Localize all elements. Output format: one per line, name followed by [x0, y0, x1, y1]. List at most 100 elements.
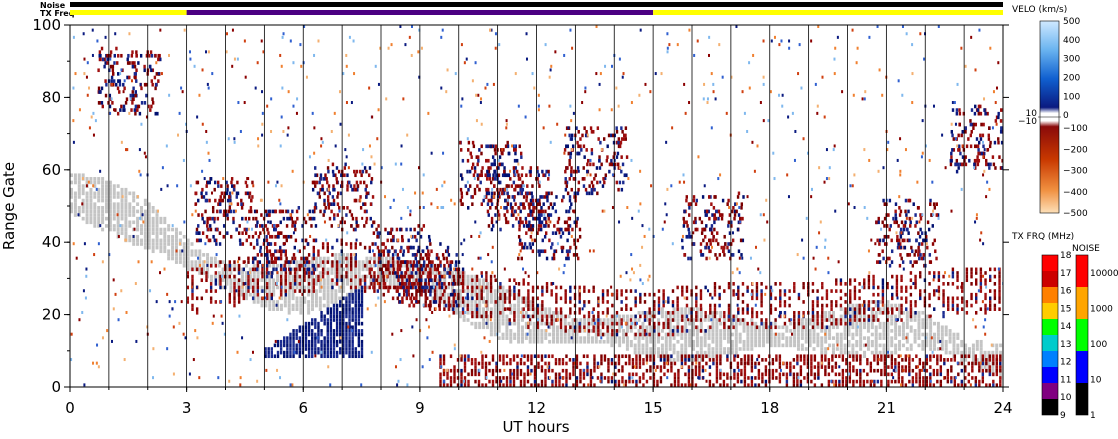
ground-scatter-cell — [820, 329, 824, 333]
negative-velocity-cell — [377, 249, 381, 254]
near-range-echo-cell — [855, 354, 859, 359]
negative-velocity-cell — [751, 310, 754, 315]
negative-velocity-cell — [961, 289, 964, 293]
negative-velocity-cell — [900, 318, 903, 322]
positive-velocity-cell — [295, 350, 298, 355]
ground-scatter-cell — [186, 263, 190, 268]
echo-cluster-cell — [209, 227, 213, 232]
ground-scatter-cell — [112, 209, 116, 214]
near-range-echo-cell — [950, 358, 953, 362]
ground-scatter-cell — [291, 267, 295, 272]
ground-scatter-cell — [645, 343, 649, 348]
negative-velocity-cell — [251, 289, 255, 293]
echo-cluster-cell — [120, 104, 123, 109]
ground-scatter-cell — [866, 343, 870, 348]
near-range-echo-cell — [922, 379, 925, 384]
ground-scatter-cell — [116, 216, 120, 221]
ground-scatter-cell — [917, 325, 921, 330]
ground-scatter-cell — [97, 220, 101, 225]
ground-scatter-cell — [866, 329, 870, 333]
positive-velocity-cell — [298, 329, 301, 333]
ground-scatter-cell — [482, 325, 486, 330]
near-range-echo-cell — [488, 379, 491, 384]
negative-velocity-cell — [335, 282, 339, 286]
positive-velocity-cell — [357, 303, 361, 308]
negative-velocity-cell — [541, 285, 544, 290]
ground-scatter-cell — [450, 271, 454, 275]
negative-velocity-cell — [695, 314, 698, 319]
near-range-echo-cell — [771, 361, 775, 366]
ground-scatter-cell — [843, 329, 847, 333]
ground-scatter-cell — [637, 332, 641, 337]
negative-velocity-cell — [555, 296, 558, 301]
ground-scatter-cell — [699, 343, 703, 348]
echo-cluster-cell — [106, 61, 109, 65]
echo-cluster-cell — [139, 53, 143, 58]
ground-scatter-cell — [357, 285, 361, 290]
ground-scatter-cell — [824, 329, 828, 333]
negative-velocity-cell — [928, 292, 931, 297]
ground-scatter-cell — [439, 271, 443, 275]
ground-scatter-cell — [664, 339, 668, 344]
ground-scatter-cell — [555, 336, 559, 340]
ground-scatter-cell — [847, 325, 851, 330]
negative-velocity-cell — [732, 314, 735, 319]
near-range-echo-cell — [498, 379, 502, 384]
negative-velocity-cell — [191, 274, 194, 279]
ground-scatter-cell — [314, 296, 318, 301]
ground-scatter-cell — [886, 336, 890, 340]
ground-scatter-cell — [828, 329, 832, 333]
near-range-echo-cell — [761, 379, 764, 384]
positive-velocity-cell — [304, 325, 308, 330]
near-range-echo-cell — [855, 379, 859, 384]
ground-scatter-cell — [913, 332, 917, 337]
near-range-echo-cell — [813, 365, 817, 369]
ground-scatter-cell — [295, 307, 299, 311]
negative-velocity-cell — [186, 274, 190, 279]
ground-scatter-cell — [765, 336, 769, 340]
ground-scatter-cell — [272, 307, 276, 311]
near-range-echo-cell — [757, 368, 761, 373]
negative-velocity-cell — [751, 289, 754, 293]
near-range-echo-cell — [820, 358, 824, 362]
ground-scatter-cell — [85, 180, 89, 185]
positive-velocity-cell — [342, 321, 345, 326]
ground-scatter-cell — [645, 350, 649, 355]
near-range-echo-cell — [701, 365, 705, 369]
negative-velocity-cell — [312, 245, 315, 250]
ground-scatter-cell — [159, 227, 163, 232]
negative-velocity-cell — [713, 285, 717, 290]
near-range-echo-cell — [852, 365, 855, 369]
ground-scatter-cell — [816, 343, 820, 348]
ground-scatter-cell — [898, 325, 902, 330]
ground-scatter-cell — [548, 310, 552, 315]
ground-scatter-cell — [408, 267, 412, 272]
ground-scatter-cell — [97, 177, 101, 181]
negative-velocity-cell — [191, 307, 194, 311]
ground-scatter-cell — [614, 329, 618, 333]
near-range-echo-cell — [960, 361, 964, 366]
negative-velocity-cell — [671, 289, 675, 293]
negative-velocity-cell — [891, 296, 894, 301]
near-range-echo-cell — [687, 383, 691, 387]
ground-scatter-cell — [408, 271, 412, 275]
ground-scatter-cell — [851, 314, 855, 319]
ground-scatter-cell — [443, 278, 447, 283]
ground-scatter-cell — [70, 195, 73, 199]
ground-scatter-cell — [824, 336, 828, 340]
ground-scatter-cell — [303, 285, 307, 290]
ground-scatter-cell — [999, 350, 1003, 355]
near-range-echo-cell — [593, 383, 596, 387]
ground-scatter-cell — [532, 336, 536, 340]
negative-velocity-cell — [531, 296, 535, 301]
echo-cluster-cell — [271, 271, 274, 275]
ground-scatter-cell — [108, 187, 112, 192]
ground-scatter-cell — [711, 354, 715, 359]
negative-velocity-cell — [307, 282, 311, 286]
ground-scatter-cell — [478, 289, 482, 293]
near-range-echo-cell — [782, 372, 785, 377]
negative-velocity-cell — [359, 242, 362, 246]
ground-scatter-cell — [758, 329, 762, 333]
ground-scatter-cell — [874, 300, 878, 304]
near-range-echo-cell — [747, 358, 750, 362]
